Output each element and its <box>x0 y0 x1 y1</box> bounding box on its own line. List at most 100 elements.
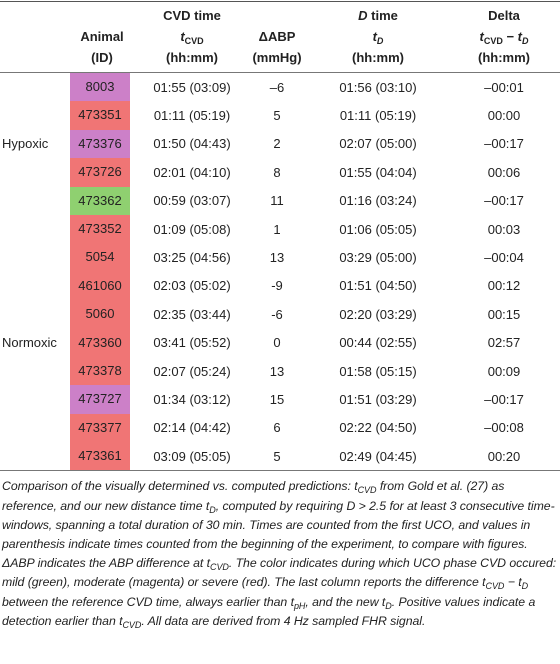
delta-cell: 00:06 <box>487 164 521 180</box>
animal-cell: 473726 <box>66 158 138 187</box>
cvd-cell: 03:09 (05:05) <box>138 442 246 472</box>
animal-cell: 473360 <box>66 328 138 357</box>
header-line: D time <box>308 5 448 26</box>
animal-cell: 5060 <box>66 300 138 329</box>
dabp-cell: 8 <box>273 164 281 180</box>
animal-id: 473378 <box>70 356 130 386</box>
dabp-cell: 6 <box>273 420 281 436</box>
dabp-cell: 11 <box>270 193 284 209</box>
animal-id: 473376 <box>70 129 130 159</box>
text-run: Comparison of the visually determined vs… <box>2 479 358 494</box>
delta-cell: –00:04 <box>484 250 524 266</box>
delta-cell: 00:20 <box>448 442 560 472</box>
dtime-cell: 00:44 (02:55) <box>339 335 417 351</box>
delta-cell: –00:01 <box>484 79 524 95</box>
animal-id: 473361 <box>70 442 130 471</box>
dtime-cell: 01:16 (03:24) <box>339 193 417 209</box>
text-run: (hh:mm) <box>166 50 218 65</box>
header-cell <box>0 1 66 73</box>
animal-cell: 473361 <box>66 442 138 472</box>
header-cell: ΔABP (mmHg) <box>246 1 308 73</box>
header-line: tCVD <box>138 26 246 47</box>
subscript: D <box>521 581 529 592</box>
cvd-cell: 01:34 (03:12) <box>153 391 231 407</box>
animal-id: 473362 <box>70 186 130 215</box>
dabp-cell: -9 <box>271 278 283 294</box>
header-line: (hh:mm) <box>138 47 246 68</box>
group-cell <box>0 414 66 442</box>
table-row: 5060 02:35 (03:44) -6 02:20 (03:29) 00:15 <box>0 300 560 329</box>
header-line: Animal <box>66 26 138 47</box>
text-run: − <box>502 29 518 44</box>
header-line: Delta <box>448 5 560 26</box>
table-row: Hypoxic 473376 01:50 (04:43) 2 02:07 (05:00)… <box>0 129 560 159</box>
header-cell: Animal (ID) <box>66 1 138 73</box>
subscript: pH <box>293 600 306 611</box>
animal-id: 5054 <box>70 243 130 272</box>
text-run: t <box>479 29 484 44</box>
dtime-cell: 01:55 (04:04) <box>339 164 417 180</box>
subscript: CVD <box>122 619 142 630</box>
cvd-cell: 02:35 (03:44) <box>153 306 231 322</box>
delta-cell: –00:17 <box>484 193 524 209</box>
group-cell <box>0 300 66 328</box>
header-cell: Delta tCVD − tD (hh:mm) <box>448 1 560 73</box>
text-run: . The color indicates during which UCO p… <box>2 556 557 590</box>
cvd-cell: 01:55 (03:09) <box>153 79 231 95</box>
subscript: CVD <box>357 485 377 496</box>
table-row: 473351 01:11 (05:19) 5 01:11 (05:19) 00:00 <box>0 101 560 130</box>
text-run: CVD time <box>163 8 221 23</box>
animal-id: 473351 <box>70 101 130 130</box>
dtime-cell: 02:20 (03:29) <box>339 306 417 322</box>
header-line: tCVD − tD <box>448 26 560 47</box>
text-run: D <box>358 8 368 23</box>
text-run: − t <box>504 575 522 590</box>
dtime-cell: 02:07 (05:00) <box>339 136 417 152</box>
text-run: (mmHg) <box>252 50 302 65</box>
subscript: D <box>522 36 529 46</box>
cvd-cell: 02:03 (05:02) <box>153 278 231 294</box>
delta-cell: 00:00 <box>487 108 521 124</box>
cvd-cell: 02:07 (05:24) <box>153 363 231 379</box>
table-row: 473352 01:09 (05:08) 1 01:06 (05:05) 00:03 <box>0 214 560 244</box>
table-row: 473726 02:01 (04:10) 8 01:55 (04:04) 00:06 <box>0 158 560 187</box>
dabp-cell: 1 <box>273 221 281 237</box>
dtime-cell: 02:22 (04:50) <box>339 420 417 436</box>
cvd-cell: 02:14 (04:42) <box>153 420 231 436</box>
header-row: Animal (ID) CVD time tCVD (hh:mm) ΔABP (mmHg) D… <box>0 1 560 73</box>
delta-cell: 00:09 <box>487 363 521 379</box>
text-run: (hh:mm) <box>478 50 530 65</box>
animal-cell: 473352 <box>66 214 138 244</box>
text-run: t <box>372 29 377 44</box>
text-run: t <box>517 29 523 44</box>
table-body: 8003 01:55 (03:09) –6 01:56 (03:10) –00:01 47… <box>0 73 560 472</box>
animal-cell: 473727 <box>66 385 138 414</box>
dabp-cell: 13 <box>269 250 285 266</box>
text-run: between the reference CVD time, always e… <box>2 594 294 609</box>
animal-cell: 5054 <box>66 243 138 272</box>
group-cell <box>0 215 66 243</box>
subscript: CVD <box>483 36 503 46</box>
text-run: t <box>180 29 185 44</box>
cvd-cell: 02:01 (04:10) <box>153 164 231 180</box>
table-row: 473727 01:34 (03:12) 15 01:51 (03:29) –00:17 <box>0 385 560 414</box>
header-line: (mmHg) <box>246 47 308 68</box>
group-cell <box>0 187 66 215</box>
dabp-cell: 5 <box>246 442 308 472</box>
group-cell <box>0 73 66 102</box>
delta-cell: –00:17 <box>484 136 524 152</box>
dabp-cell: 5 <box>273 108 281 124</box>
text-run: (ID) <box>91 50 113 65</box>
delta-cell: 00:03 <box>487 221 521 237</box>
group-cell: Hypoxic <box>2 136 49 152</box>
dtime-cell: 02:49 (04:45) <box>308 442 448 472</box>
cvd-cell: 01:50 (04:43) <box>153 136 231 152</box>
table-row: 473378 02:07 (05:24) 13 01:58 (05:15) 00:09 <box>0 356 560 386</box>
animal-cell: 473377 <box>66 413 138 443</box>
group-cell <box>0 101 66 129</box>
table-row: 473361 03:09 (05:05) 5 02:49 (04:45) 00:20 <box>0 442 560 472</box>
text-run: Delta <box>488 8 520 23</box>
header-line: ΔABP <box>246 26 308 47</box>
group-cell <box>0 385 66 413</box>
dtime-cell: 01:51 (04:50) <box>339 278 417 294</box>
